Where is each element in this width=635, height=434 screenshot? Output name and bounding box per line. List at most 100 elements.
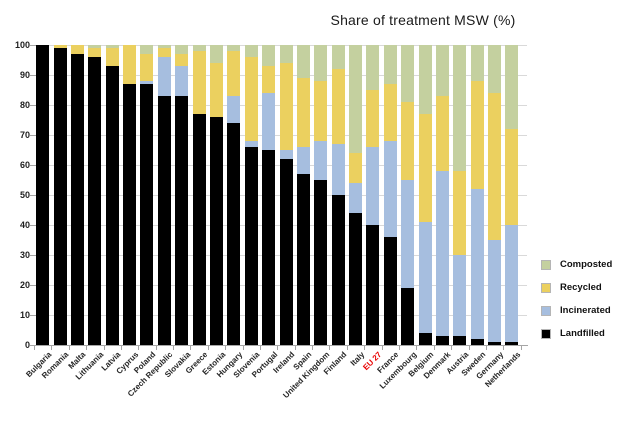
bar-segment-recycled-belgium (418, 114, 432, 222)
legend-swatch-recycled (541, 282, 551, 293)
x-axis-tick (364, 346, 366, 350)
x-axis-tick (259, 346, 261, 350)
x-axis-tick (329, 346, 331, 350)
bar-segment-recycled-greece (192, 51, 206, 114)
bar-segment-incinerated-slovenia (244, 141, 258, 147)
x-axis-tick (485, 346, 487, 350)
y-axis-tick-label: 30 (19, 250, 30, 260)
bar-segment-incinerated-france (383, 141, 397, 237)
bar-segment-landfilled-denmark (435, 336, 449, 345)
bar-segment-landfilled-poland (140, 84, 154, 345)
y-axis-tick (30, 45, 36, 46)
bar-segment-composted-portugal (262, 45, 276, 66)
bar-segment-composted-germany (488, 45, 502, 93)
y-axis-tick (30, 165, 36, 166)
x-axis-tick (520, 346, 522, 350)
x-axis-tick (312, 346, 314, 350)
bar-segment-composted-netherlands (505, 45, 519, 129)
bar-segment-composted-greece (192, 45, 206, 51)
bar-segment-composted-eu-27 (366, 45, 380, 90)
bar-segment-recycled-latvia (105, 48, 119, 66)
bar-segment-landfilled-austria (453, 336, 467, 345)
bar-segment-incinerated-netherlands (505, 225, 519, 342)
bar-segment-recycled-hungary (227, 51, 241, 96)
x-axis-tick (138, 346, 140, 350)
bar-segment-landfilled-cyprus (123, 84, 137, 345)
bar-segment-incinerated-luxembourg (401, 180, 415, 288)
legend-label-landfilled: Landfilled (560, 328, 605, 339)
bar-segment-recycled-poland (140, 54, 154, 81)
bar-segment-landfilled-france (383, 237, 397, 345)
x-axis-tick (503, 346, 505, 350)
bar-segment-landfilled-finland (331, 195, 345, 345)
bar-segment-recycled-netherlands (505, 129, 519, 225)
bar-segment-composted-czech-republic (157, 45, 171, 48)
bar-segment-incinerated-germany (488, 240, 502, 342)
x-axis-tick (207, 346, 209, 350)
bar-segment-landfilled-malta (70, 54, 84, 345)
bar-segment-composted-luxembourg (401, 45, 415, 102)
x-axis-tick (416, 346, 418, 350)
bar-segment-landfilled-germany (488, 342, 502, 345)
legend-label-incinerated: Incinerated (560, 305, 611, 316)
bar-segment-recycled-slovakia (175, 54, 189, 66)
bar-segment-recycled-denmark (435, 96, 449, 171)
y-axis-tick-label: 50 (19, 190, 30, 200)
bar-segment-recycled-germany (488, 93, 502, 240)
x-axis-tick (398, 346, 400, 350)
bar-segment-recycled-italy (349, 153, 363, 183)
plot-area: 0 10 20 30 40 50 60 70 80 90 100 Bulgaria Romania Mal… (15, 40, 528, 400)
legend: Composted Recycled Incinerated Landfilled (541, 259, 612, 351)
bar-segment-recycled-lithuania (88, 48, 102, 57)
bar-segment-composted-sweden (470, 45, 484, 81)
bar-segment-landfilled-netherlands (505, 342, 519, 345)
bar-segment-composted-italy (349, 45, 363, 153)
x-axis-tick (225, 346, 227, 350)
bar-segment-recycled-malta (70, 45, 84, 54)
bar-segment-landfilled-eu-27 (366, 225, 380, 345)
bar-segment-incinerated-poland (140, 81, 154, 84)
y-axis-tick (30, 195, 36, 196)
bar-segment-landfilled-hungary (227, 123, 241, 345)
legend-label-composted: Composted (560, 259, 613, 270)
bar-segment-recycled-czech-republic (157, 48, 171, 57)
x-axis-tick (68, 346, 70, 350)
y-axis-tick (30, 105, 36, 106)
legend-item-landfilled: Landfilled (541, 328, 612, 339)
bar-segment-composted-poland (140, 45, 154, 54)
bar-segment-recycled-finland (331, 69, 345, 144)
legend-item-composted: Composted (541, 259, 612, 270)
bar-segment-landfilled-sweden (470, 339, 484, 345)
x-axis-tick (120, 346, 122, 350)
x-axis-tick (155, 346, 157, 350)
x-axis-tick (451, 346, 453, 350)
bar-segment-recycled-estonia (210, 63, 223, 117)
y-axis-tick (30, 135, 36, 136)
y-axis-tick (30, 75, 36, 76)
bar-segment-landfilled-ireland (279, 159, 293, 345)
legend-swatch-landfilled (541, 328, 551, 339)
y-axis-tick-label: 20 (19, 280, 30, 290)
x-axis-tick (277, 346, 279, 350)
x-axis-tick (242, 346, 244, 350)
bar-segment-recycled-slovenia (244, 57, 258, 141)
bar-segment-landfilled-bulgaria (36, 45, 50, 345)
bar-segment-recycled-sweden (470, 81, 484, 189)
bar-segment-incinerated-ireland (279, 150, 293, 159)
legend-label-recycled: Recycled (560, 282, 602, 293)
bar-segment-composted-ireland (279, 45, 293, 63)
x-axis-tick (381, 346, 383, 350)
bar-segment-recycled-spain (296, 78, 310, 147)
y-axis-tick-label: 60 (19, 160, 30, 170)
bar-segment-incinerated-spain (296, 147, 310, 174)
x-axis-tick (190, 346, 192, 350)
bar-segment-incinerated-belgium (418, 222, 432, 333)
bar-segment-incinerated-czech-republic (157, 57, 171, 96)
bar-segment-composted-hungary (227, 45, 241, 51)
y-axis-tick-label: 0 (24, 340, 30, 350)
bar-segment-recycled-united-kingdom (314, 81, 328, 141)
y-axis-tick-label: 100 (14, 40, 30, 50)
bar-segment-incinerated-hungary (227, 96, 241, 123)
y-axis-tick (30, 315, 36, 316)
bar-segment-composted-slovenia (244, 45, 258, 57)
